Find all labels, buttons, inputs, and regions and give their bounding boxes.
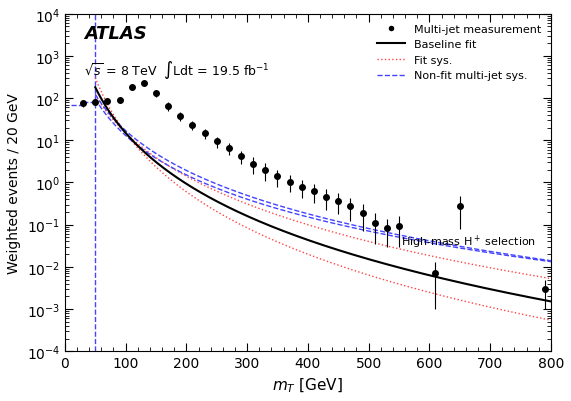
Text: $\sqrt{s}$ = 8 TeV  $\int$Ldt = 19.5 fb$^{-1}$: $\sqrt{s}$ = 8 TeV $\int$Ldt = 19.5 fb$^…: [85, 59, 270, 81]
X-axis label: $m_T$ [GeV]: $m_T$ [GeV]: [272, 376, 343, 394]
Text: ATLAS: ATLAS: [85, 25, 147, 43]
Y-axis label: Weighted events / 20 GeV: Weighted events / 20 GeV: [7, 93, 21, 273]
Legend: Multi-jet measurement, Baseline fit, Fit sys., Non-fit multi-jet sys.: Multi-jet measurement, Baseline fit, Fit…: [372, 20, 545, 86]
Text: High-mass H$^+$ selection: High-mass H$^+$ selection: [401, 233, 536, 251]
